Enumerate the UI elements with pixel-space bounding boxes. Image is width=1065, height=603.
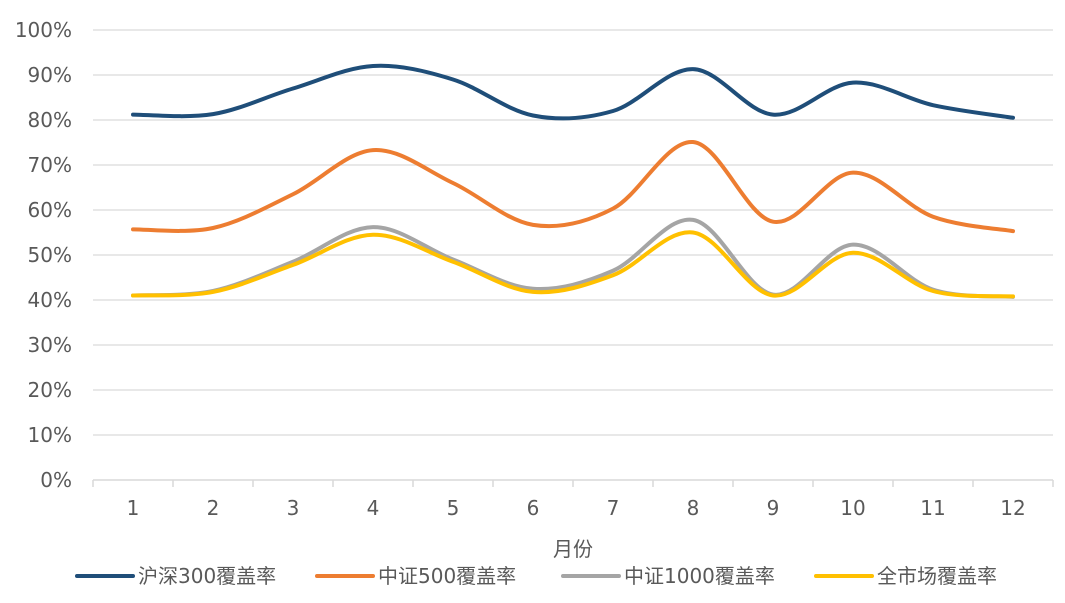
y-tick-label: 0%	[40, 468, 72, 492]
y-tick-label: 40%	[28, 288, 72, 312]
x-tick-label: 7	[607, 496, 620, 520]
x-tick-label: 8	[687, 496, 700, 520]
x-tick-label: 5	[447, 496, 460, 520]
y-tick-label: 100%	[15, 18, 72, 42]
y-tick-label: 70%	[28, 153, 72, 177]
y-tick-label: 60%	[28, 198, 72, 222]
legend: 沪深300覆盖率 中证500覆盖率 中证1000覆盖率 全市场覆盖率	[75, 564, 997, 588]
x-axis: 1 2 3 4 5 6 7 8 9 10 11 12	[92, 479, 1054, 520]
y-axis: 0% 10% 20% 30% 40% 50% 60% 70% 80% 90% 100%	[15, 18, 72, 492]
x-axis-title: 月份	[553, 537, 593, 561]
legend-label: 沪深300覆盖率	[138, 564, 276, 588]
x-tick-label: 2	[207, 496, 220, 520]
legend-label: 全市场覆盖率	[877, 564, 997, 588]
gridlines	[93, 29, 1053, 436]
y-tick-label: 90%	[28, 63, 72, 87]
y-tick-label: 30%	[28, 333, 72, 357]
series-lines	[131, 63, 1015, 299]
series-line-4	[131, 230, 1015, 299]
y-tick-label: 20%	[28, 378, 72, 402]
x-tick-label: 12	[1000, 496, 1025, 520]
x-tick-label: 9	[767, 496, 780, 520]
x-tick-label: 10	[840, 496, 865, 520]
x-tick-label: 3	[287, 496, 300, 520]
y-tick-label: 10%	[28, 423, 72, 447]
x-tick-label: 1	[127, 496, 140, 520]
legend-label: 中证1000覆盖率	[624, 564, 775, 588]
y-tick-label: 80%	[28, 108, 72, 132]
x-tick-label: 11	[920, 496, 945, 520]
series-line-3	[131, 217, 1015, 299]
x-tick-label: 4	[367, 496, 380, 520]
x-tick-label: 6	[527, 496, 540, 520]
y-tick-label: 50%	[28, 243, 72, 267]
legend-label: 中证500覆盖率	[378, 564, 516, 588]
series-line-1	[131, 63, 1015, 121]
series-line-2	[131, 140, 1015, 234]
